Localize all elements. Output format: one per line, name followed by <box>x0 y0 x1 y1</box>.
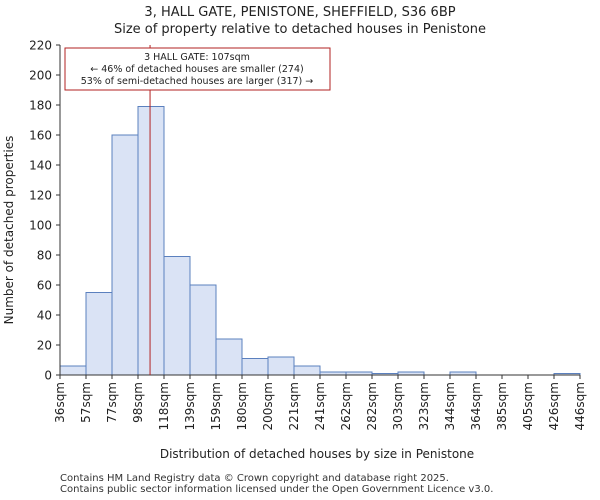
x-tick-label: 118sqm <box>157 382 171 430</box>
x-tick-label: 221sqm <box>287 382 301 430</box>
x-tick-label: 282sqm <box>365 382 379 430</box>
chart-title-line-2: Size of property relative to detached ho… <box>114 22 486 37</box>
y-tick-label: 220 <box>29 39 52 53</box>
bar-98sqm <box>137 106 165 376</box>
annotation-line-1: 3 HALL GATE: 107sqm <box>144 52 250 63</box>
x-axis-label: Distribution of detached houses by size … <box>160 447 474 461</box>
x-tick-label: 57sqm <box>79 382 93 423</box>
annotation-box: 3 HALL GATE: 107sqm ← 46% of detached ho… <box>64 47 331 91</box>
y-axis-label: Number of detached properties <box>2 136 16 325</box>
x-tick-label: 159sqm <box>209 382 223 430</box>
y-tick-label: 120 <box>29 189 52 203</box>
x-tick-label: 200sqm <box>261 382 275 430</box>
chart-title-line-1: 3, HALL GATE, PENISTONE, SHEFFIELD, S36 … <box>144 5 455 20</box>
y-tick-label: 20 <box>37 339 52 353</box>
bar-36sqm <box>59 365 87 376</box>
y-tick-label: 140 <box>29 159 52 173</box>
annotation-line-3: 53% of semi-detached houses are larger (… <box>81 76 314 87</box>
y-tick-label: 180 <box>29 99 52 113</box>
x-tick-label: 36sqm <box>53 382 67 423</box>
x-tick-label: 385sqm <box>495 382 509 430</box>
x-tick-label: 98sqm <box>131 382 145 423</box>
x-tick-label: 262sqm <box>339 382 353 430</box>
y-tick-label: 40 <box>37 309 52 323</box>
x-tick-label: 323sqm <box>417 382 431 430</box>
y-axis: 0 20 40 60 80 100 120 140 160 180 200 220 <box>29 39 60 383</box>
y-tick-label: 100 <box>29 219 52 233</box>
bars-group <box>59 106 581 376</box>
x-tick-label: 405sqm <box>521 382 535 430</box>
x-tick-label: 77sqm <box>105 382 119 423</box>
x-tick-label: 241sqm <box>313 382 327 430</box>
bar-139sqm <box>189 284 217 376</box>
bar-57sqm <box>85 292 113 376</box>
y-tick-label: 200 <box>29 69 52 83</box>
bar-180sqm <box>241 358 269 376</box>
x-tick-label: 426sqm <box>547 382 561 430</box>
y-tick-label: 60 <box>37 279 52 293</box>
y-tick-label: 160 <box>29 129 52 143</box>
x-axis: 36sqm 57sqm 77sqm 98sqm 118sqm 139sqm 159sqm 18… <box>53 375 587 430</box>
y-tick-label: 80 <box>37 249 52 263</box>
x-tick-label: 446sqm <box>573 382 587 430</box>
footer-copyright: Contains HM Land Registry data © Crown c… <box>60 473 449 484</box>
x-tick-label: 139sqm <box>183 382 197 430</box>
bar-77sqm <box>111 134 139 376</box>
x-tick-label: 180sqm <box>235 382 249 430</box>
bar-200sqm <box>267 356 295 376</box>
x-tick-label: 364sqm <box>469 382 483 430</box>
bar-221sqm <box>293 365 321 376</box>
bar-118sqm <box>163 256 191 376</box>
bar-159sqm <box>215 338 243 376</box>
footer-licence: Contains public sector information licen… <box>60 484 494 495</box>
x-tick-label: 303sqm <box>391 382 405 430</box>
annotation-line-2: ← 46% of detached houses are smaller (27… <box>90 64 303 75</box>
y-tick-label: 0 <box>44 369 52 383</box>
x-tick-label: 344sqm <box>443 382 457 430</box>
